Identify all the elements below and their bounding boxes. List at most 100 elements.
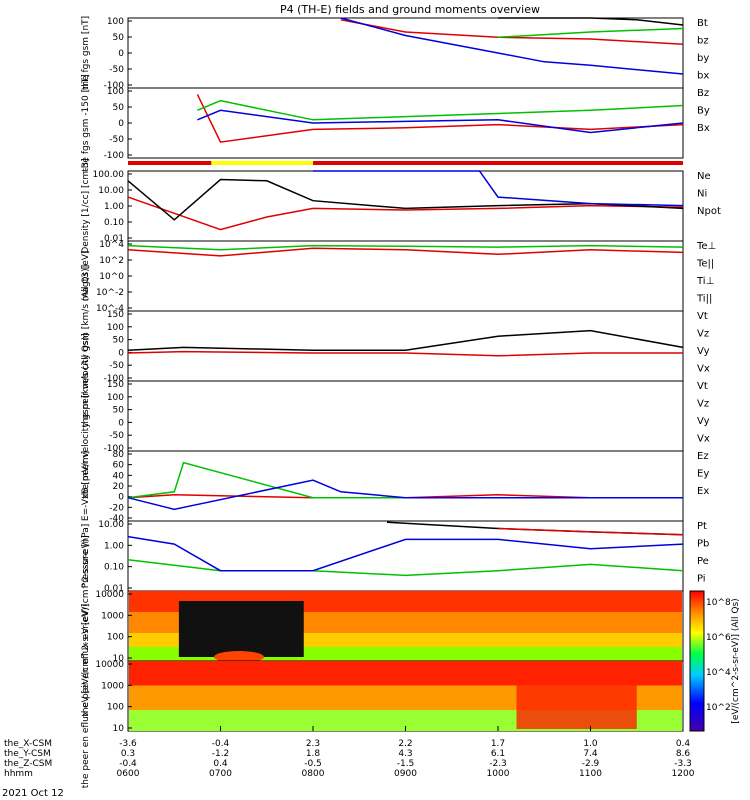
y-axis-label: the fgs gsm [nT] xyxy=(81,16,91,90)
series-line-Te⊥ xyxy=(127,247,684,257)
legend-entry: Vx xyxy=(697,434,710,445)
legend-entry: Pt xyxy=(697,521,707,532)
orbit-value: 2.3 xyxy=(306,739,320,749)
panel-frame xyxy=(127,450,684,522)
orbit-value: 7.4 xyxy=(583,749,598,759)
colorbar-tick-label: 10^4 xyxy=(706,668,731,678)
y-tick-label: 0 xyxy=(118,418,124,428)
legend-entry: Pe xyxy=(697,556,709,567)
colorbar-label: [eV/(cm^2-s-sr-eV)] (All Qs) xyxy=(731,598,741,723)
date-label: 2021 Oct 12 xyxy=(2,788,64,799)
series-line-Ey xyxy=(127,461,683,499)
spectrogram-feature xyxy=(214,651,264,663)
figure-title: P4 (TH-E) fields and ground moments over… xyxy=(280,3,540,16)
y-tick-label: 10000 xyxy=(95,590,124,600)
panel-peer_en_eflux: 10000 1000 100 10 the peer en eflux eV [eV/(… xyxy=(81,604,684,788)
orbit-value: 0800 xyxy=(302,769,325,779)
mode-bar-segment xyxy=(128,161,683,165)
y-tick-label: 1.00 xyxy=(104,202,124,212)
y-tick-label: 50 xyxy=(113,103,125,113)
orbit-value: 2.2 xyxy=(398,739,412,749)
series-line-Pb xyxy=(497,527,684,536)
series-line-by xyxy=(497,27,684,39)
y-axis-label: the peir en eflux eV [eV/(cm^2-s-sr-eV)] xyxy=(81,535,91,716)
mode-bar xyxy=(128,161,683,165)
legend-entry: Vx xyxy=(697,364,710,375)
y-tick-label: 0 xyxy=(118,49,124,59)
orbit-row-label: the_X-CSM xyxy=(4,739,52,749)
panel-peir_en_eflux: 10000 1000 100 10 the peir en eflux eV [eV/(… xyxy=(81,535,684,717)
legend-entry: Npot xyxy=(697,206,721,217)
y-axis-label: Pressure [nPa] xyxy=(81,524,91,589)
legend-entry: Vy xyxy=(697,416,710,427)
legend-entry: Te⊥ xyxy=(696,241,716,252)
spectrogram-gap xyxy=(178,601,304,657)
y-tick-label: 0.01 xyxy=(104,234,124,244)
y-tick-label: 100 xyxy=(107,633,124,643)
panel-frame xyxy=(127,17,684,89)
y-tick-label: 10^-2 xyxy=(96,288,124,298)
y-tick-label: 0.10 xyxy=(104,218,124,228)
mode-bar-segment xyxy=(211,161,313,165)
colorbar-tick-label: 10^6 xyxy=(706,633,731,643)
series-line-Bx xyxy=(197,109,684,134)
y-tick-label: -100 xyxy=(104,374,125,384)
y-tick-label: 50 xyxy=(113,406,125,416)
orbit-row-label: the_Y-CSM xyxy=(4,749,51,759)
orbit-row-label: hhmm xyxy=(4,769,33,779)
y-tick-label: 100 xyxy=(107,17,124,27)
y-tick-label: -50 xyxy=(109,65,124,75)
y-tick-label: 10^2 xyxy=(99,256,124,266)
y-tick-label: 150 xyxy=(107,380,124,390)
panel-fgs_gsm: 100 50 0 -50 -100 the fgs gsm [nT] Bt bz by bx xyxy=(81,16,709,91)
orbit-axis-labels: the_X-CSM -3.6 -0.4 2.3 2.2 1.7 1.0 0.4 the_Y-CS… xyxy=(4,739,695,779)
panel-velocity_peer: 150 100 50 0 -50 -100 the peer velocity gsm [k… xyxy=(81,333,710,498)
y-tick-label: 40 xyxy=(113,471,125,481)
y-tick-label: 100 xyxy=(107,87,124,97)
y-tick-label: -20 xyxy=(109,503,124,513)
series-line-Bz xyxy=(196,94,684,143)
y-tick-label: 100 xyxy=(107,323,124,333)
y-tick-label: 50 xyxy=(113,33,125,43)
panel-density: 100.00 10.00 1.00 0.10 0.01 Density [1/cc] [c… xyxy=(81,158,721,253)
series-line-bx xyxy=(340,17,684,75)
colorbar-tick-label: 10^2 xyxy=(706,703,731,713)
y-tick-label: -100 xyxy=(104,444,125,454)
orbit-value: 1.7 xyxy=(491,739,505,749)
y-tick-label: 10.00 xyxy=(98,520,124,530)
legend-entry: Ti⊥ xyxy=(696,276,714,287)
legend-entry: bx xyxy=(697,71,709,82)
panel-fgs_gsm_150: 100 50 0 -50 -100 the fgs gsm -150 [nT] Bz By Bx xyxy=(81,74,710,172)
y-tick-label: -100 xyxy=(104,81,125,91)
legend-entry: Ne xyxy=(697,171,711,182)
orbit-value: 1.0 xyxy=(583,739,598,749)
legend-entry: Ez xyxy=(697,451,709,462)
orbit-value: -0.5 xyxy=(304,759,322,769)
y-tick-label: 10 xyxy=(113,724,125,734)
y-axis-label: the peer en eflux eV [eV/(cm^2-s-sr-eV)] xyxy=(81,604,91,788)
orbit-value: 0.4 xyxy=(676,739,691,749)
series-line-By xyxy=(197,99,684,121)
panel-frame xyxy=(127,310,684,382)
series-line-Bt xyxy=(498,17,684,26)
legend-entry: by xyxy=(697,53,709,64)
y-tick-label: 0.01 xyxy=(104,584,124,594)
series-line-Ti⊥ xyxy=(127,244,684,251)
legend-entry: Ti|| xyxy=(696,294,712,305)
orbit-value: -1.5 xyxy=(397,759,415,769)
legend-entry: Ex xyxy=(697,486,709,497)
orbit-value: -2.9 xyxy=(582,759,600,769)
legend-entry: Ey xyxy=(697,469,709,480)
y-tick-label: 10^4 xyxy=(99,240,124,250)
y-tick-label: 150 xyxy=(107,310,124,320)
y-axis-label: magt3 [eV] xyxy=(81,251,91,302)
y-tick-label: 10^-4 xyxy=(96,304,124,314)
y-axis-label: E=-VxB [mV/m] xyxy=(81,451,91,521)
legend-entry: Bz xyxy=(697,88,709,99)
y-tick-label: 60 xyxy=(113,461,125,471)
y-axis-label: the peir velocity gsm [km/s (All Qs)] xyxy=(81,265,91,427)
orbit-value: -2.3 xyxy=(489,759,507,769)
series-line-Pe xyxy=(127,558,684,577)
legend-entry: Pb xyxy=(697,539,709,550)
panel-velocity: 150 100 50 0 -50 -100 the peir velocity gsm [k… xyxy=(81,265,710,427)
